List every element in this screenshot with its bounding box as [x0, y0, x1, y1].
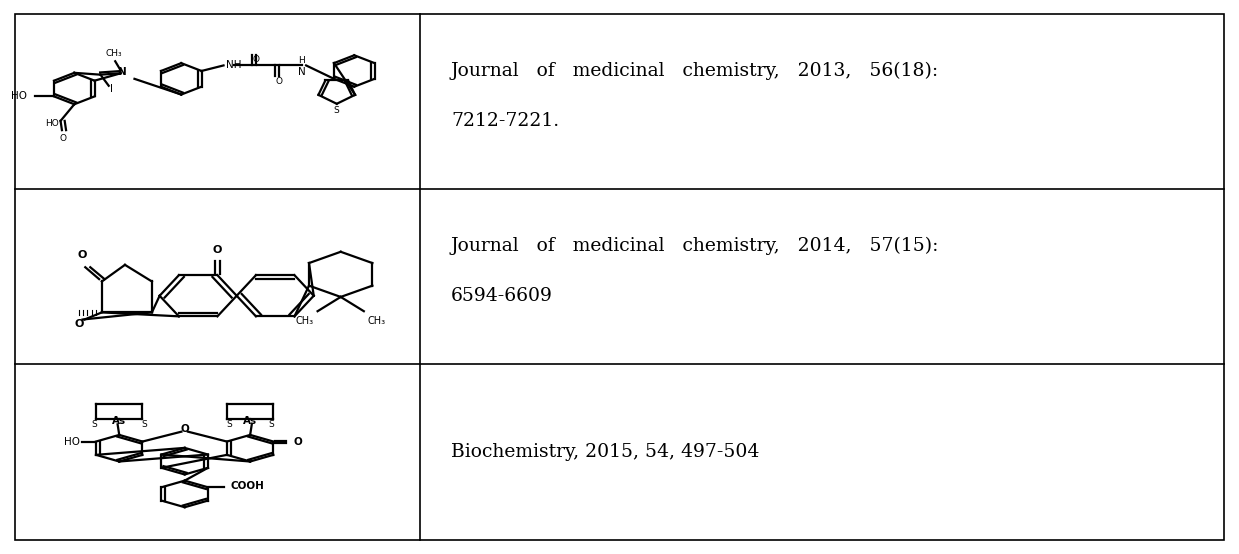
- Text: HO: HO: [46, 119, 59, 128]
- Text: Journal   of   medicinal   chemistry,   2014,   57(15):: Journal of medicinal chemistry, 2014, 57…: [451, 237, 939, 255]
- Text: N: N: [118, 68, 126, 78]
- Text: CH₃: CH₃: [105, 49, 123, 58]
- Text: O: O: [292, 437, 302, 447]
- Text: COOH: COOH: [230, 481, 265, 491]
- Text: S: S: [92, 419, 98, 428]
- Text: Journal   of   medicinal   chemistry,   2013,   56(18):: Journal of medicinal chemistry, 2013, 56…: [451, 62, 939, 80]
- Text: H: H: [299, 55, 305, 64]
- Text: CH₃: CH₃: [368, 316, 385, 326]
- Text: S: S: [141, 419, 146, 428]
- Text: As: As: [113, 416, 126, 426]
- Text: 7212-7221.: 7212-7221.: [451, 112, 559, 130]
- Text: S: S: [269, 419, 274, 428]
- Text: O: O: [213, 245, 222, 255]
- Text: HO: HO: [11, 91, 26, 101]
- Text: O: O: [276, 76, 282, 85]
- Text: O: O: [181, 424, 190, 434]
- Text: S: S: [225, 419, 232, 428]
- Text: HO: HO: [63, 437, 79, 447]
- Text: I: I: [110, 84, 113, 95]
- Text: 6594-6609: 6594-6609: [451, 287, 553, 305]
- Text: O: O: [74, 319, 83, 329]
- Text: As: As: [243, 416, 258, 426]
- Text: NH: NH: [227, 59, 242, 69]
- Text: O: O: [78, 250, 87, 260]
- Text: CH₃: CH₃: [296, 316, 313, 326]
- Text: N: N: [299, 67, 306, 77]
- Text: S: S: [333, 106, 339, 115]
- Text: O: O: [253, 55, 259, 64]
- Text: O: O: [59, 134, 67, 143]
- Text: Biochemistry, 2015, 54, 497-504: Biochemistry, 2015, 54, 497-504: [451, 443, 760, 461]
